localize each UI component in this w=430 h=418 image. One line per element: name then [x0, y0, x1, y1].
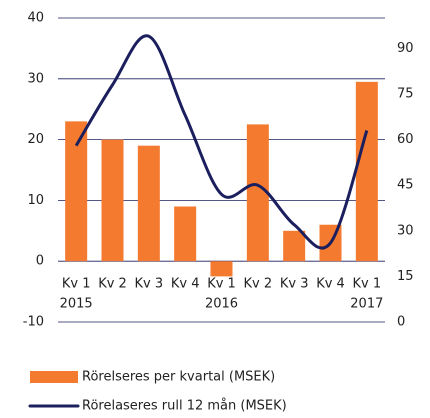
y2-tick-label: 15: [397, 269, 414, 284]
x-tick-label: Kv 1: [353, 277, 382, 292]
x-tick-year: 2016: [205, 297, 238, 312]
y-tick-label: 10: [27, 193, 44, 208]
y2-tick-label: 75: [397, 87, 414, 102]
x-tick-label: Kv 4: [171, 277, 200, 292]
y-tick-label: -10: [23, 315, 44, 330]
y-tick-label: 30: [27, 71, 44, 86]
x-tick-label: Kv 1: [207, 277, 236, 292]
y2-tick-label: 0: [397, 315, 405, 330]
y2-tick-label: 30: [397, 223, 414, 238]
bar: [355, 81, 378, 262]
x-tick-label: Kv 2: [98, 277, 127, 292]
bar: [283, 230, 306, 262]
bar: [174, 206, 197, 262]
x-tick-label: Kv 3: [280, 277, 309, 292]
bar: [101, 139, 124, 262]
legend-label: Rörelaseres rull 12 mån (MSEK): [82, 399, 287, 414]
bar: [65, 121, 88, 262]
x-tick-year: 2015: [60, 297, 93, 312]
legend-label: Rörelseres per kvartal (MSEK): [82, 370, 275, 385]
y2-tick-label: 45: [397, 178, 414, 193]
x-tick-year: 2017: [350, 297, 383, 312]
legend-swatch: [30, 371, 78, 383]
y2-tick-label: 60: [397, 132, 414, 147]
x-tick-label: Kv 1: [62, 277, 91, 292]
y-tick-label: 40: [27, 11, 44, 26]
bar: [137, 145, 160, 262]
x-tick-label: Kv 3: [135, 277, 164, 292]
y-tick-label: 20: [27, 132, 44, 147]
bar: [246, 124, 269, 262]
x-tick-label: Kv 4: [316, 277, 345, 292]
x-tick-label: Kv 2: [244, 277, 273, 292]
y-tick-label: 0: [36, 254, 44, 269]
y2-tick-label: 90: [397, 41, 414, 56]
line: [74, 34, 369, 250]
bar: [210, 261, 233, 277]
